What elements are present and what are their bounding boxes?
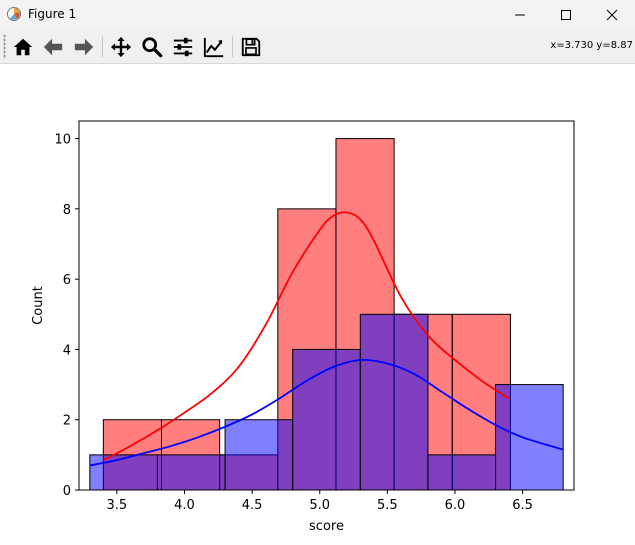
kde-curve-red bbox=[102, 211, 510, 461]
x-tick-label: 6.5 bbox=[512, 498, 533, 513]
histogram-bar-blue-2 bbox=[156, 454, 226, 491]
histogram-bar-blue-1 bbox=[89, 454, 158, 491]
histogram-bar-blue-7 bbox=[495, 384, 564, 491]
histogram-bar-blue-4 bbox=[292, 348, 361, 491]
arrow-left-icon bbox=[43, 38, 63, 56]
histogram-bar-blue-5 bbox=[359, 313, 429, 491]
y-tick-label: 8 bbox=[63, 203, 71, 218]
x-tick-label: 5.5 bbox=[377, 498, 398, 513]
toolbar-separator bbox=[232, 36, 233, 57]
forward-button[interactable] bbox=[71, 34, 97, 60]
cursor-coordinates: x=3.730 y=8.87 bbox=[550, 40, 633, 51]
close-icon bbox=[606, 9, 618, 21]
window-title: Figure 1 bbox=[28, 7, 77, 21]
minimize-button[interactable] bbox=[497, 0, 543, 30]
minimize-icon bbox=[515, 14, 525, 16]
close-button[interactable] bbox=[589, 0, 635, 30]
x-axis-ticks: 3.5 4.0 4.5 5.0 5.5 6.0 6.5 bbox=[107, 490, 533, 513]
toolbar-separator bbox=[102, 36, 103, 57]
x-axis-label: score bbox=[309, 519, 344, 534]
maximize-button[interactable] bbox=[543, 0, 589, 30]
x-tick-label: 6.0 bbox=[445, 498, 466, 513]
home-icon bbox=[13, 38, 33, 56]
save-button[interactable] bbox=[238, 34, 264, 60]
floppy-disk-icon bbox=[241, 37, 261, 57]
y-tick-label: 4 bbox=[63, 343, 71, 358]
kde-curve-blue bbox=[89, 358, 564, 467]
axes-frame bbox=[78, 120, 575, 491]
pan-button[interactable] bbox=[108, 34, 134, 60]
histogram-bar-blue-6 bbox=[427, 454, 497, 491]
home-button[interactable] bbox=[10, 34, 36, 60]
toolbar-grip[interactable] bbox=[3, 34, 6, 59]
figure-canvas[interactable]: 3.5 4.0 4.5 5.0 5.5 6.0 6.5 0 2 4 6 8 10 score Coun… bbox=[0, 64, 635, 545]
y-axis-ticks: 0 2 4 6 8 10 bbox=[54, 133, 79, 499]
y-axis-label: Count bbox=[31, 286, 46, 325]
back-button[interactable] bbox=[40, 34, 66, 60]
arrow-right-icon bbox=[74, 38, 94, 56]
y-tick-label: 10 bbox=[54, 133, 71, 148]
matplotlib-logo-icon bbox=[7, 7, 21, 21]
x-tick-label: 4.0 bbox=[174, 498, 195, 513]
x-tick-label: 3.5 bbox=[107, 498, 128, 513]
x-tick-label: 4.5 bbox=[242, 498, 263, 513]
maximize-icon bbox=[561, 10, 571, 20]
navigation-toolbar bbox=[0, 30, 635, 64]
title-bar: Figure 1 bbox=[0, 0, 635, 30]
zoom-button[interactable] bbox=[139, 34, 165, 60]
edit-axis-button[interactable] bbox=[201, 34, 227, 60]
y-tick-label: 6 bbox=[63, 273, 71, 288]
configure-subplots-button[interactable] bbox=[170, 34, 196, 60]
histogram-bar-blue-3 bbox=[224, 419, 294, 491]
sliders-icon bbox=[173, 37, 193, 57]
y-tick-label: 2 bbox=[63, 414, 71, 429]
magnifier-icon bbox=[142, 37, 163, 58]
move-icon bbox=[110, 36, 132, 58]
y-tick-label: 0 bbox=[63, 484, 71, 499]
line-chart-icon bbox=[203, 37, 224, 58]
x-tick-label: 5.0 bbox=[309, 498, 330, 513]
